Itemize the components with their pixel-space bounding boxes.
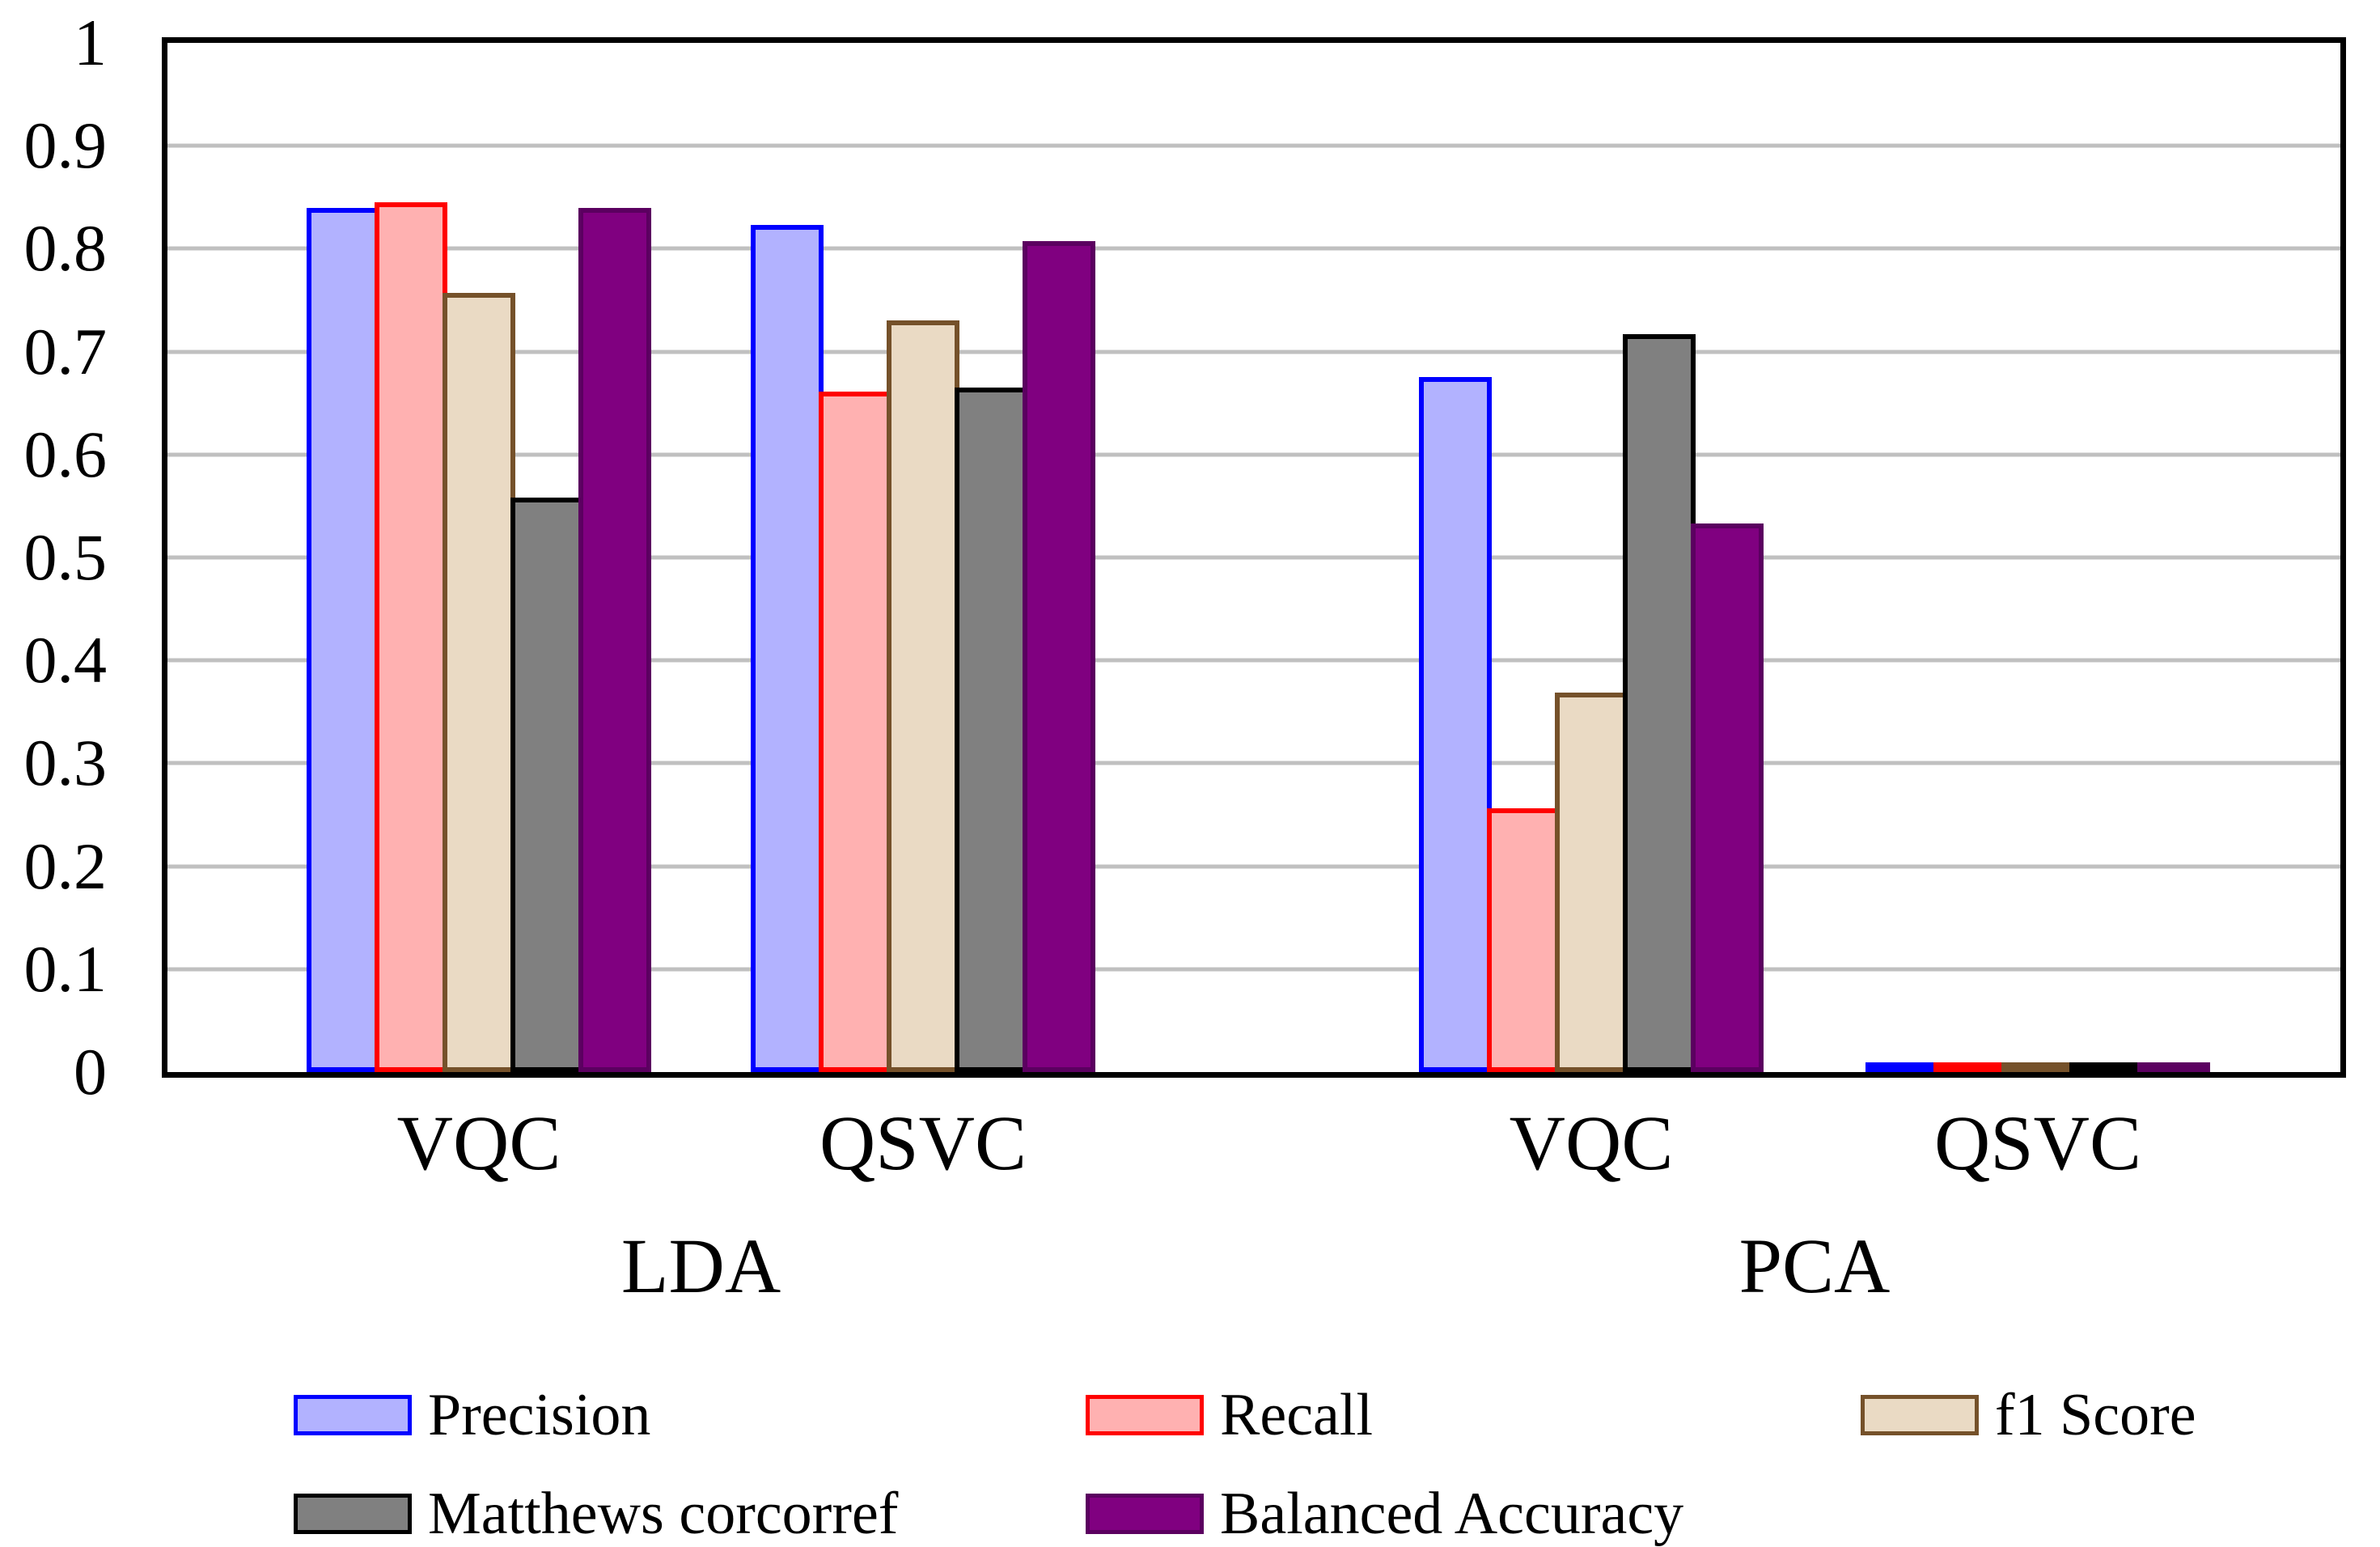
bar-cluster-LDA-QSVC (751, 225, 1095, 1072)
group-label-LDA: LDA (620, 1223, 781, 1309)
legend-label-f1-score: f1 Score (1995, 1382, 2196, 1448)
bar-recall-LDA-QSVC (819, 392, 891, 1072)
y-tick-label-0.2: 0.2 (23, 829, 108, 903)
bar-matthews-corcorref-LDA-VQC (510, 498, 583, 1072)
legend-item-precision: Precision (294, 1385, 1086, 1445)
category-label-PCA-VQC: VQC (1509, 1100, 1674, 1186)
bar-balanced-accuracy-PCA-VQC (1691, 523, 1764, 1072)
y-tick-label-0.8: 0.8 (23, 211, 108, 286)
y-tick-label-0.6: 0.6 (23, 417, 108, 491)
bar-precision-LDA-QSVC (751, 225, 824, 1072)
gridline-0.1 (167, 967, 2340, 972)
bar-f1-score-LDA-VQC (443, 293, 515, 1072)
y-tick-label-0.7: 0.7 (23, 314, 108, 388)
bar-balanced-accuracy-LDA-VQC (578, 208, 651, 1072)
legend: Precision Recall f1 Score Matthews corcorre… (294, 1385, 2196, 1544)
legend-item-matthews-corcorref: Matthews corcorref (294, 1484, 1086, 1544)
group-label-PCA: PCA (1738, 1223, 1891, 1309)
bar-precision-PCA-QSVC (1865, 1062, 1938, 1072)
bar-balanced-accuracy-LDA-QSVC (1023, 241, 1095, 1072)
y-tick-label-1: 1 (74, 6, 107, 79)
bar-recall-PCA-VQC (1487, 808, 1560, 1072)
bar-f1-score-PCA-VQC (1555, 693, 1628, 1072)
bar-cluster-PCA-QSVC (1865, 1062, 2210, 1072)
gridline-0.9 (167, 143, 2340, 148)
legend-swatch-recall (1086, 1395, 1204, 1435)
bar-cluster-PCA-VQC (1419, 334, 1764, 1072)
y-tick-label-0.3: 0.3 (23, 726, 108, 800)
y-tick-label-0.5: 0.5 (23, 520, 108, 594)
legend-label-precision: Precision (428, 1382, 651, 1448)
bar-f1-score-PCA-QSVC (2001, 1062, 2074, 1072)
bar-f1-score-LDA-QSVC (887, 320, 959, 1072)
bar-recall-LDA-VQC (375, 202, 447, 1072)
category-label-LDA-VQC: VQC (396, 1100, 561, 1186)
bar-precision-LDA-VQC (307, 208, 379, 1072)
y-tick-label-0.1: 0.1 (23, 931, 108, 1006)
gridline-0.5 (167, 555, 2340, 560)
legend-item-f1-score: f1 Score (1861, 1385, 2196, 1445)
plot-area (162, 37, 2346, 1078)
y-tick-label-0: 0 (74, 1035, 107, 1108)
category-label-PCA-QSVC: QSVC (1933, 1100, 2142, 1186)
legend-label-balanced-accuracy: Balanced Accuracy (1220, 1481, 1684, 1547)
bar-recall-PCA-QSVC (1933, 1062, 2006, 1072)
y-axis: 0 0.1 0.2 0.3 0.4 0.5 0.6 0.7 0.8 0.9 1 (0, 10, 121, 1105)
gridline-0.3 (167, 761, 2340, 765)
legend-swatch-f1-score (1861, 1395, 1979, 1435)
bar-balanced-accuracy-PCA-QSVC (2137, 1062, 2210, 1072)
legend-label-recall: Recall (1220, 1382, 1374, 1448)
bar-matthews-corcorref-PCA-QSVC (2069, 1062, 2142, 1072)
bar-matthews-corcorref-PCA-VQC (1623, 334, 1696, 1072)
category-label-LDA-QSVC: QSVC (819, 1100, 1027, 1186)
gridline-0.4 (167, 658, 2340, 663)
legend-swatch-matthews-corcorref (294, 1494, 412, 1534)
legend-item-recall: Recall (1086, 1385, 1861, 1445)
legend-swatch-precision (294, 1395, 412, 1435)
legend-label-matthews-corcorref: Matthews corcorref (428, 1481, 899, 1547)
gridline-0.2 (167, 864, 2340, 869)
gridline-0.6 (167, 452, 2340, 457)
legend-item-balanced-accuracy: Balanced Accuracy (1086, 1484, 1861, 1544)
bar-matthews-corcorref-LDA-QSVC (955, 388, 1027, 1072)
gridline-0.7 (167, 350, 2340, 354)
gridline-0.8 (167, 246, 2340, 251)
y-tick-label-0.9: 0.9 (23, 108, 108, 183)
bar-precision-PCA-VQC (1419, 377, 1492, 1072)
bar-cluster-LDA-VQC (307, 202, 651, 1072)
legend-swatch-balanced-accuracy (1086, 1494, 1204, 1534)
y-tick-label-0.4: 0.4 (23, 623, 108, 697)
